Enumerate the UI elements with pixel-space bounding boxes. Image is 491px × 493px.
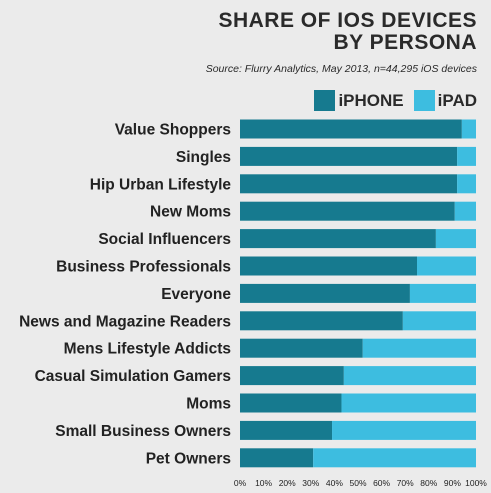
category-label: Business Professionals — [56, 259, 231, 276]
bar-ipad — [457, 174, 476, 194]
bar-ipad — [341, 393, 476, 413]
category-label: Pet Owners — [146, 450, 231, 467]
bar-iphone — [240, 338, 363, 358]
bar-ipad — [343, 366, 476, 386]
legend-item-iphone: iPHONE — [314, 90, 404, 111]
x-tick-label: 90% — [444, 478, 461, 488]
bar-iphone — [240, 119, 462, 139]
chart-title-line-1: SHARE OF IOS DEVICES — [218, 9, 477, 32]
category-label: Hip Urban Lifestyle — [90, 176, 232, 193]
bar-ipad — [454, 201, 476, 221]
chart-title-line-2: BY PERSONA — [333, 31, 477, 54]
bar-ipad — [457, 146, 476, 166]
category-label: Singles — [176, 149, 231, 166]
bar-iphone — [240, 174, 458, 194]
bar-iphone — [240, 256, 417, 276]
category-label: Casual Simulation Gamers — [35, 368, 231, 385]
bar-ipad — [461, 119, 476, 139]
bar-ipad — [313, 448, 476, 468]
bar-ipad — [417, 256, 476, 276]
bar-ipad — [402, 311, 476, 331]
legend-swatch-ipad — [413, 90, 435, 111]
legend-label-iphone: iPHONE — [338, 90, 404, 110]
category-label: Mens Lifestyle Addicts — [64, 341, 231, 358]
bar-ipad — [435, 229, 476, 249]
bar-iphone — [240, 146, 458, 166]
category-label: Small Business Owners — [55, 423, 231, 440]
x-tick-label: 100% — [465, 478, 487, 488]
legend-label-ipad: iPAD — [437, 90, 477, 110]
x-tick-label: 50% — [349, 478, 366, 488]
x-tick-label: 30% — [302, 478, 319, 488]
chart-legend: iPHONE iPAD — [304, 90, 477, 111]
bar-iphone — [240, 283, 410, 303]
x-tick-label: 0% — [234, 478, 247, 488]
bar-iphone — [240, 448, 314, 468]
category-label: Everyone — [161, 286, 231, 303]
bar-iphone — [240, 311, 403, 331]
bar-iphone — [240, 420, 333, 440]
legend-swatch-iphone — [314, 90, 336, 111]
category-label: Value Shoppers — [115, 122, 231, 139]
bar-iphone — [240, 366, 344, 386]
category-label: News and Magazine Readers — [19, 313, 231, 330]
chart-title: SHARE OF IOS DEVICES BY PERSONA — [218, 10, 477, 54]
category-label: Social Influencers — [98, 231, 231, 248]
legend-item-ipad: iPAD — [413, 90, 477, 111]
bar-iphone — [240, 393, 342, 413]
x-tick-label: 60% — [373, 478, 390, 488]
bar-ipad — [362, 338, 476, 358]
x-tick-label: 20% — [279, 478, 296, 488]
bar-ipad — [332, 420, 476, 440]
x-tick-label: 40% — [326, 478, 343, 488]
chart-subtitle: Source: Flurry Analytics, May 2013, n=44… — [205, 63, 477, 75]
category-label: New Moms — [150, 204, 231, 221]
category-label: Moms — [186, 396, 231, 413]
x-tick-label: 10% — [255, 478, 272, 488]
x-tick-label: 70% — [397, 478, 414, 488]
bar-ipad — [409, 283, 476, 303]
x-tick-label: 80% — [420, 478, 437, 488]
bar-iphone — [240, 201, 455, 221]
bar-iphone — [240, 229, 436, 249]
